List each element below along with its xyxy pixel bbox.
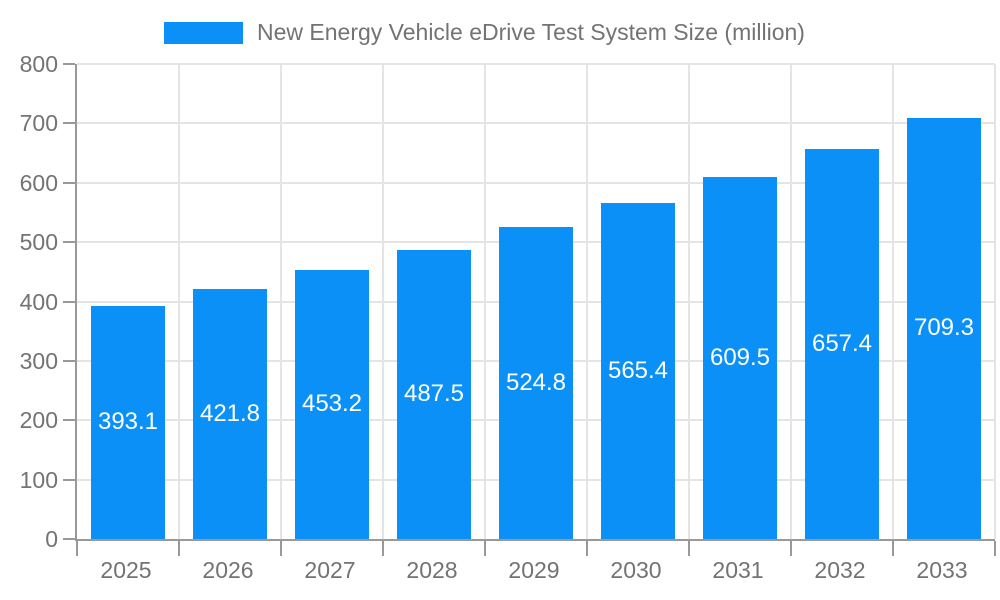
- y-tick-label: 500: [19, 229, 58, 256]
- bar-value-label: 657.4: [811, 329, 873, 357]
- plot-area: 393.1 421.8 453.2 487.5 524.8 565.4 609.5 657.4…: [63, 63, 996, 556]
- x-axis-tick: [892, 541, 894, 556]
- y-tick-label: 0: [45, 526, 58, 552]
- x-tick-label: 2029: [508, 557, 560, 583]
- x-tick-label: 2025: [100, 557, 152, 583]
- bar: 657.4: [805, 148, 879, 539]
- legend-swatch-icon: [164, 21, 243, 44]
- gridline-vertical: [790, 64, 792, 539]
- x-tick-label: 2032: [814, 557, 866, 583]
- y-axis-tick: [63, 478, 75, 481]
- bar-value-label: 609.5: [709, 344, 771, 372]
- gridline-vertical: [586, 64, 588, 539]
- gridline-horizontal: [77, 181, 995, 184]
- y-axis-tick: [63, 359, 75, 362]
- gridline-vertical: [382, 64, 384, 539]
- y-axis-tick: [63, 538, 75, 540]
- gridline-vertical: [892, 64, 894, 539]
- x-axis-tick: [178, 541, 180, 556]
- x-axis-tick: [484, 541, 486, 556]
- x-tick-label: 2033: [916, 557, 968, 583]
- y-axis-tick: [63, 181, 75, 184]
- y-axis-tick: [63, 241, 75, 244]
- bar-value-label: 565.4: [607, 357, 669, 385]
- x-axis-tick: [688, 541, 690, 556]
- x-axis-tick: [280, 541, 282, 556]
- bar: 487.5: [397, 249, 471, 539]
- bar-value-label: 709.3: [913, 314, 975, 342]
- gridline-vertical: [178, 64, 180, 539]
- x-tick-label: 2028: [406, 557, 458, 583]
- gridline-horizontal: [77, 122, 995, 125]
- x-tick-label: 2026: [202, 557, 254, 583]
- gridline-vertical: [484, 64, 486, 539]
- y-axis-tick: [63, 122, 75, 125]
- y-axis-tick: [63, 63, 75, 65]
- bar-value-label: 421.8: [199, 399, 261, 427]
- bar-value-label: 524.8: [505, 369, 567, 397]
- x-axis-tick: [994, 541, 996, 556]
- x-axis-tick: [382, 541, 384, 556]
- x-axis-tick: [790, 541, 792, 556]
- y-axis-tick: [63, 419, 75, 422]
- gridline-vertical: [688, 64, 690, 539]
- bar: 393.1: [91, 305, 165, 539]
- y-tick-label: 300: [19, 347, 58, 374]
- bar: 453.2: [295, 269, 369, 539]
- y-axis-tick: [63, 300, 75, 303]
- bar-value-label: 393.1: [97, 408, 159, 436]
- legend-item[interactable]: New Energy Vehicle eDrive Test System Si…: [164, 19, 805, 46]
- bar-value-label: 487.5: [403, 380, 465, 408]
- y-tick-label: 600: [19, 169, 58, 196]
- x-tick-label: 2030: [610, 557, 662, 583]
- y-tick-label: 800: [19, 51, 58, 77]
- gridline-vertical: [994, 64, 996, 539]
- legend-label: New Energy Vehicle eDrive Test System Si…: [257, 19, 805, 45]
- gridline-vertical: [280, 64, 282, 539]
- y-tick-label: 100: [19, 466, 58, 493]
- x-axis-tick: [76, 541, 78, 556]
- bar: 609.5: [703, 177, 777, 539]
- y-tick-label: 700: [19, 110, 58, 137]
- x-axis-tick: [586, 541, 588, 556]
- x-tick-label: 2031: [712, 557, 764, 583]
- y-tick-label: 200: [19, 407, 58, 434]
- bar: 709.3: [907, 117, 981, 539]
- y-tick-label: 400: [19, 288, 58, 315]
- x-tick-label: 2027: [304, 557, 356, 583]
- bar: 524.8: [499, 227, 573, 539]
- gridline-horizontal: [77, 63, 995, 65]
- bar: 421.8: [193, 288, 267, 539]
- bar-value-label: 453.2: [301, 390, 363, 418]
- bar: 565.4: [601, 203, 675, 539]
